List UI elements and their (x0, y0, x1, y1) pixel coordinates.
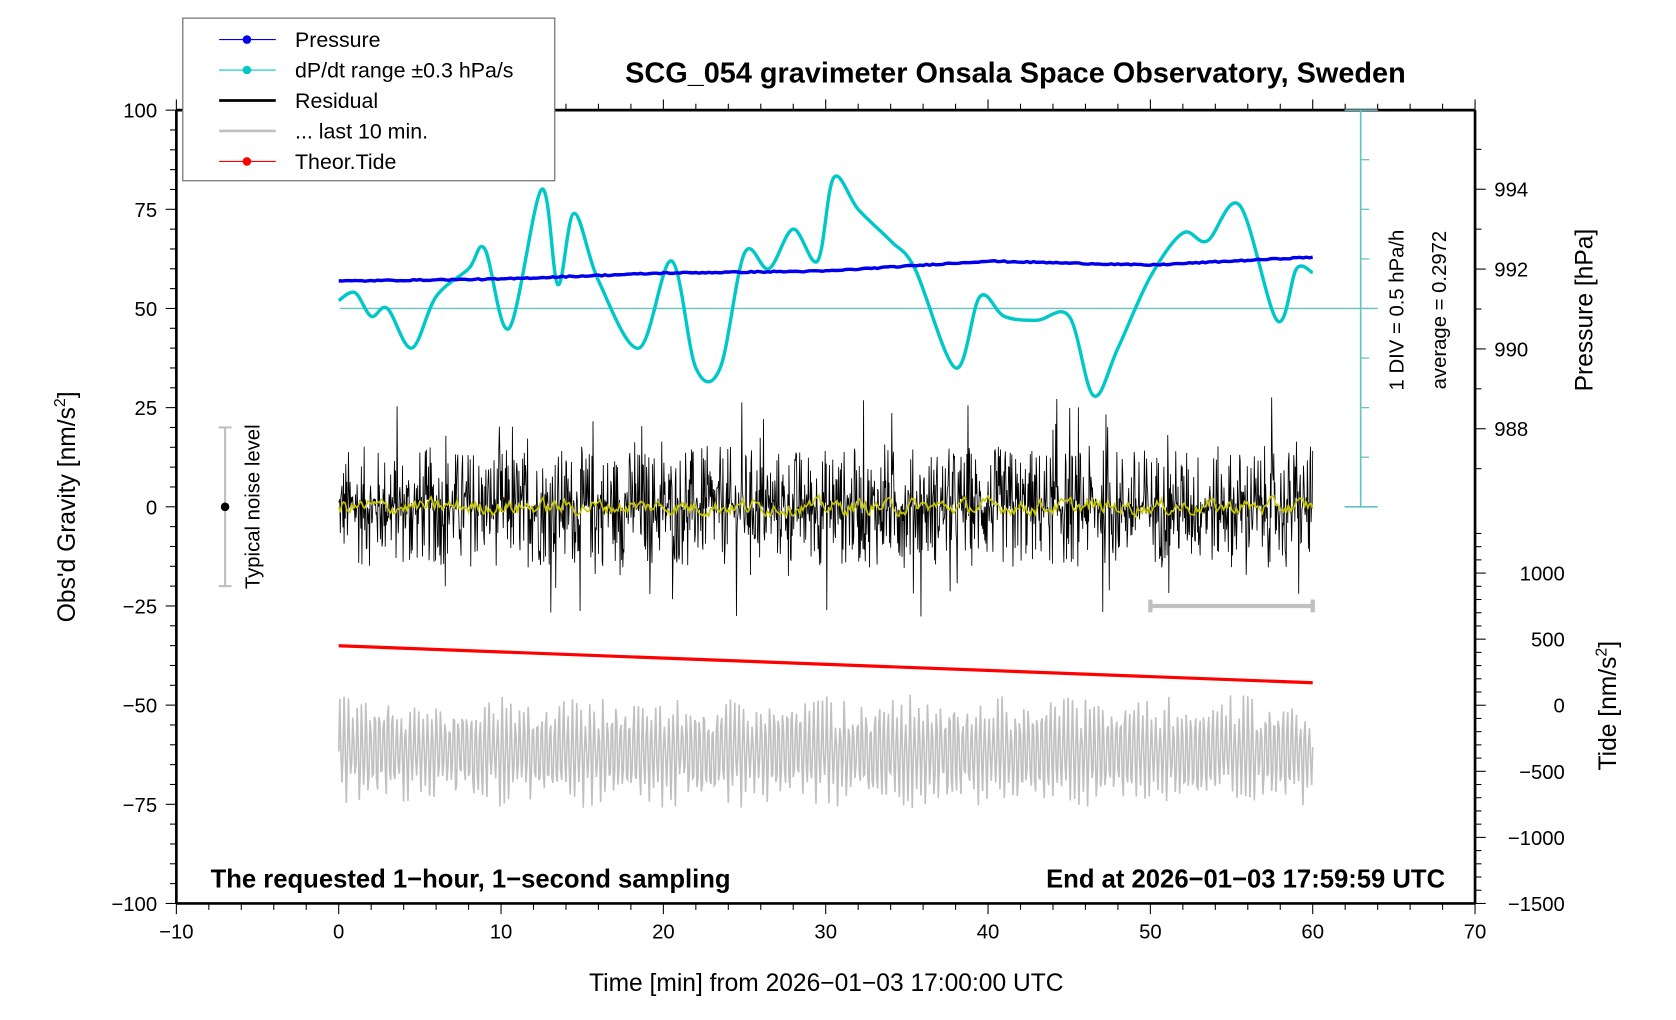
x-axis-label: Time [min] from 2026−01−03 17:00:00 UTC (589, 970, 1063, 997)
legend-label: Theor.Tide (295, 150, 396, 174)
noise-level-center-dot (220, 502, 230, 512)
legend-item: Pressure (219, 28, 381, 52)
pressure-line (338, 255, 1313, 283)
x-tick-label: 60 (1301, 922, 1324, 944)
tide-line (338, 644, 1313, 685)
series-group (218, 174, 1315, 809)
tide-tick-label: −500 (1519, 762, 1565, 784)
y-axis-gravity: 100 75 50 25 0 −25 −50 −75 −100 (111, 101, 177, 916)
x-tick-label: 40 (977, 922, 1000, 944)
pressure-tick-label: 992 (1494, 260, 1528, 282)
legend-label: Pressure (295, 28, 381, 52)
y-tick-label: 25 (135, 398, 158, 420)
legend-item: dP/dt range ±0.3 hPa/s (219, 59, 513, 83)
y-tick-label: −100 (111, 894, 157, 916)
y-axis-label: Obs'd Gravity [nm/s2] (51, 391, 81, 622)
dpdt-line (337, 174, 1314, 398)
y-tick-label: −25 (123, 596, 157, 618)
pressure-tick-label: 994 (1494, 180, 1528, 202)
y-tick-label: 100 (123, 101, 157, 123)
y-tick-label: 0 (146, 497, 157, 519)
legend-label: dP/dt range ±0.3 hPa/s (295, 59, 513, 83)
x-tick-label: 30 (814, 922, 837, 944)
residual-smooth-line (338, 493, 1314, 519)
tide-tick-label: 0 (1554, 696, 1565, 718)
y-tick-label: −50 (123, 696, 157, 718)
noise-level-label: Typical noise level (243, 424, 265, 589)
y-tick-label: 75 (135, 200, 158, 222)
x-axis: −10 0 10 20 30 40 50 60 70 (159, 99, 1487, 944)
dpdt-average-label: average = 0.2972 (1429, 231, 1451, 390)
legend-label: Residual (295, 89, 378, 113)
x-tick-label: 50 (1139, 922, 1162, 944)
x-tick-label: 70 (1464, 922, 1487, 944)
residual-line (338, 397, 1314, 617)
y-tick-label: 50 (135, 299, 158, 321)
last10-line (337, 694, 1314, 809)
legend: Pressure dP/dt range ±0.3 hPa/s Residual..… (182, 17, 556, 182)
annotation-end-time: End at 2026−01−03 17:59:59 UTC (1046, 865, 1445, 893)
x-tick-label: 10 (490, 922, 513, 944)
pressure-tick-label: 988 (1494, 419, 1528, 441)
legend-item: ... last 10 min. (219, 119, 428, 143)
legend-item: Residual (219, 89, 378, 113)
y-axis-tide: 1000 500 0 −500 −1000 −1500 (1475, 532, 1565, 916)
legend-item: Theor.Tide (219, 150, 396, 174)
tide-tick-label: 1000 (1520, 564, 1565, 586)
tide-tick-label: −1000 (1508, 828, 1565, 850)
x-tick-label: 20 (652, 922, 675, 944)
tide-axis-label: Tide [nm/s2] (1593, 641, 1623, 771)
annotation-sampling: The requested 1−hour, 1−second sampling (211, 865, 731, 893)
pressure-axis-label: Pressure [hPa] (1572, 229, 1599, 392)
legend-label: ... last 10 min. (295, 119, 428, 143)
y-tick-label: −75 (123, 795, 157, 817)
y-axis-pressure: 994 992 990 988 (1475, 148, 1528, 470)
chart-title: SCG_054 gravimeter Onsala Space Observat… (625, 57, 1406, 89)
pressure-tick-label: 990 (1494, 339, 1528, 361)
tide-tick-label: 500 (1531, 630, 1565, 652)
x-tick-label: −10 (159, 922, 193, 944)
x-tick-label: 0 (333, 922, 344, 944)
dpdt-div-label: 1 DIV = 0.5 hPa/h (1386, 230, 1408, 391)
legend-swatch-dot-icon (242, 35, 252, 44)
tide-tick-label: −1500 (1508, 894, 1565, 916)
dpdt-scale-axis (339, 109, 1378, 508)
legend-swatch-dot-icon (242, 157, 252, 166)
legend-swatch-dot-icon (242, 65, 252, 75)
